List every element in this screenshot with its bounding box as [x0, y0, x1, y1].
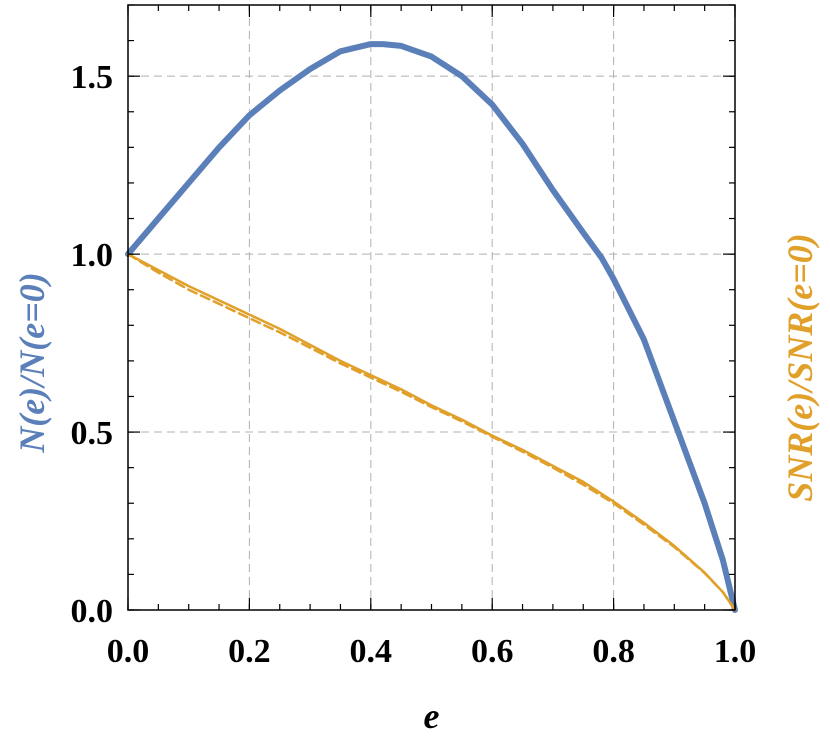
series-layer [125, 41, 738, 613]
x-tick-label: 0.8 [592, 633, 635, 670]
x-axis-label: e [424, 696, 440, 736]
y-tick-label: 0.5 [71, 415, 114, 452]
y-axis-label-left: N(e)/N(e=0) [12, 272, 52, 453]
y-axis-label-right: SNR(e)/SNR(e=0) [780, 233, 820, 502]
y-tick-label: 0.0 [71, 593, 114, 630]
y-tick-label: 1.0 [71, 237, 114, 274]
series-line-blue [125, 41, 738, 613]
plot-frame [127, 4, 736, 611]
grid [128, 5, 735, 610]
x-tick-label: 1.0 [714, 633, 757, 670]
tick-labels: 0.0 0.2 0.4 0.6 0.8 1.0 0.0 0.5 1.0 1.5 [71, 59, 757, 670]
x-tick-label: 0.6 [471, 633, 514, 670]
y-tick-label: 1.5 [71, 59, 114, 96]
x-tick-label: 0.2 [228, 633, 271, 670]
x-tick-label: 0.4 [350, 633, 393, 670]
series-line-orange-dashed [126, 252, 737, 612]
x-tick-label: 0.0 [107, 633, 150, 670]
ticks [127, 4, 736, 611]
series-line-orange [126, 252, 737, 612]
